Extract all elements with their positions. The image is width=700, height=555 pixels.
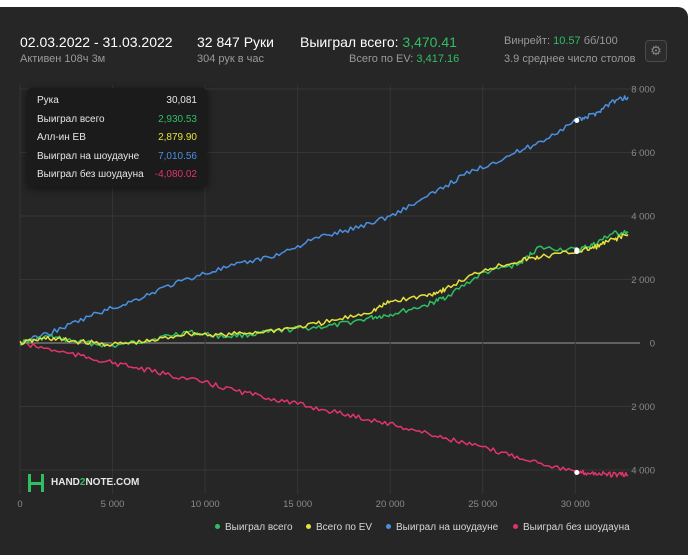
series-line (19, 341, 629, 478)
y-tick-label: 4 000 (631, 466, 655, 477)
tooltip-value: 7,010.56 (158, 150, 197, 162)
tooltip-label: Рука (37, 95, 59, 106)
x-tick-label: 5 000 (101, 499, 125, 510)
x-tick-label: 10 000 (191, 499, 220, 510)
won-total-label: Выиграл всего: (300, 34, 399, 50)
hover-tooltip: Рука 30,081 Выиграл всего 2,930.53 Алл-ин EB… (27, 88, 207, 187)
winrate: Винрейт: 10.57 бб/100 (504, 35, 618, 47)
x-tick-label: 0 (17, 499, 22, 510)
y-tick-label: 6 000 (631, 148, 655, 159)
ev-label: Всего по EV: (349, 53, 414, 65)
legend-dot-icon (306, 523, 311, 529)
legend-label: Выиграл всего (225, 522, 293, 533)
active-time: Активен 108ч 3м (20, 53, 106, 65)
settings-button[interactable]: ⚙ (645, 40, 667, 62)
legend-label: Выиграл без шоудауна (523, 522, 630, 533)
won-total: Выиграл всего: 3,470.41 (300, 34, 457, 50)
hover-marker (574, 249, 580, 255)
logo-icon (28, 474, 44, 492)
winrate-label: Винрейт: (504, 35, 551, 47)
y-tick-label: 8 000 (631, 85, 655, 96)
gear-icon: ⚙ (650, 43, 662, 58)
x-tick-label: 15 000 (283, 499, 312, 510)
y-tick-label: 0 (650, 339, 655, 350)
legend-item[interactable]: Выиграл всего (215, 522, 293, 533)
series-line (19, 233, 629, 347)
tooltip-label: Алл-ин EB (37, 132, 86, 143)
legend-item[interactable]: Выиграл без шоудауна (513, 522, 630, 533)
tooltip-value: 2,930.53 (158, 113, 197, 125)
tooltip-value: 30,081 (166, 95, 197, 106)
legend-label: Всего по EV (316, 522, 373, 533)
tooltip-row: Выиграл на шоудауне 7,010.56 (37, 151, 197, 169)
tooltip-row: Алл-ин EB 2,879.90 (37, 132, 197, 150)
hands-count: 32 847 Руки (197, 34, 274, 50)
tooltip-row: Рука 30,081 (37, 95, 197, 113)
chart-legend: Выиграл всего Всего по EV Выиграл на шоуда… (0, 522, 700, 536)
legend-dot-icon (513, 523, 518, 529)
tooltip-value: -4,080.02 (154, 169, 197, 180)
legend-dot-icon (215, 523, 220, 529)
date-range[interactable]: 02.03.2022 - 31.03.2022 (20, 34, 173, 50)
avg-tables: 3.9 среднее число столов (504, 53, 636, 65)
logo-text: HAND2NOTE.COM (51, 477, 140, 488)
legend-dot-icon (386, 523, 391, 529)
y-tick-label: 2 000 (631, 402, 655, 413)
series-line (19, 229, 629, 348)
tooltip-label: Выиграл на шоудауне (37, 150, 140, 162)
x-tick-label: 20 000 (376, 499, 405, 510)
tooltip-row: Выиграл всего 2,930.53 (37, 114, 197, 132)
won-total-value: 3,470.41 (402, 34, 457, 50)
x-tick-label: 25 000 (468, 499, 497, 510)
tooltip-value: 2,879.90 (158, 132, 197, 143)
x-tick-label: 30 000 (561, 499, 590, 510)
y-tick-label: 2 000 (631, 275, 655, 286)
hover-marker (574, 470, 580, 476)
ev-total: Всего по EV: 3,417.16 (349, 53, 459, 65)
winrate-value: 10.57 (553, 35, 581, 47)
y-tick-label: 4 000 (631, 212, 655, 223)
legend-label: Выиграл на шоудауне (396, 522, 499, 533)
tooltip-label: Выиграл без шоудауна (37, 169, 144, 180)
legend-item[interactable]: Выиграл на шоудауне (386, 522, 498, 533)
tooltip-row: Выиграл без шоудауна -4,080.02 (37, 169, 197, 187)
winrate-unit: бб/100 (583, 35, 618, 47)
hands-per-hour: 304 рук в час (197, 53, 265, 65)
hover-marker (574, 117, 580, 123)
legend-item[interactable]: Всего по EV (306, 522, 372, 533)
hand2note-logo: HAND2NOTE.COM (27, 472, 147, 494)
ev-value: 3,417.16 (416, 53, 460, 65)
tooltip-label: Выиграл всего (37, 113, 105, 125)
